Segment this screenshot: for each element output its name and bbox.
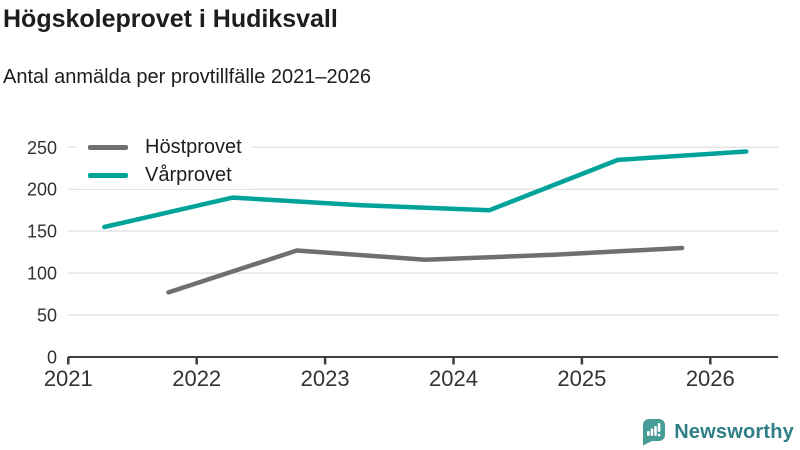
legend: Höstprovet Vårprovet — [76, 133, 252, 189]
legend-item-hostprovet: Höstprovet — [88, 133, 242, 161]
newsworthy-wordmark: Newsworthy — [674, 420, 794, 443]
x-tick-label: 2021 — [44, 366, 93, 391]
x-tick-label: 2025 — [557, 366, 606, 391]
y-tick-label: 0 — [47, 348, 57, 368]
legend-item-varprovet: Vårprovet — [88, 161, 242, 189]
newsworthy-icon — [643, 419, 666, 446]
page-title: Högskoleprovet i Hudiksvall — [3, 5, 338, 33]
legend-swatch-varprovet — [88, 172, 128, 178]
series-line-vrprovet — [102, 149, 749, 230]
legend-label-varprovet: Vårprovet — [145, 163, 232, 186]
legend-label-hostprovet: Höstprovet — [145, 135, 242, 158]
y-tick-label: 250 — [27, 138, 57, 158]
page-subtitle: Antal anmälda per provtillfälle 2021–202… — [3, 66, 372, 88]
x-tick-label: 2024 — [429, 366, 478, 391]
legend-swatch-hostprovet — [88, 144, 128, 150]
x-tick-label: 2023 — [301, 366, 350, 391]
y-tick-label: 150 — [27, 222, 57, 242]
newsworthy-logo: Newsworthy — [640, 418, 794, 446]
series-line-hstprovet — [166, 245, 685, 295]
y-tick-label: 50 — [37, 306, 57, 326]
x-tick-label: 2022 — [172, 366, 221, 391]
y-tick-label: 200 — [27, 180, 57, 200]
y-tick-label: 100 — [27, 264, 57, 284]
x-tick-label: 2026 — [686, 366, 735, 391]
